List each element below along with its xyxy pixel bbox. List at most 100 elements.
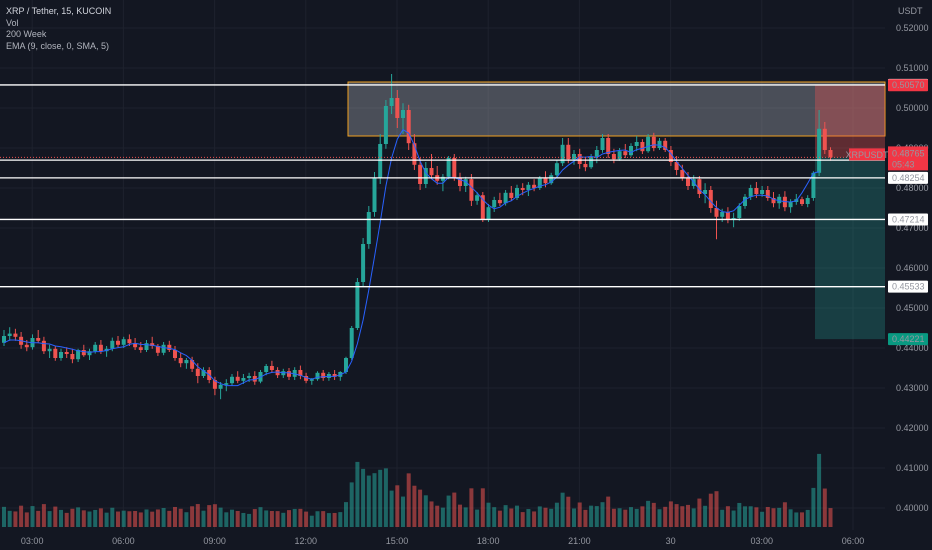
volume-bar bbox=[651, 502, 656, 527]
currency-label: USDT bbox=[898, 6, 923, 16]
y-tick-label: 0.40000 bbox=[896, 503, 929, 513]
candle-body bbox=[440, 176, 445, 181]
volume-bar bbox=[463, 507, 468, 527]
volume-bar bbox=[218, 507, 223, 527]
volume-bar bbox=[155, 509, 160, 527]
volume-bar bbox=[24, 512, 29, 527]
candle-body bbox=[800, 199, 804, 204]
volume-bar bbox=[640, 506, 645, 527]
volume-bar bbox=[822, 488, 827, 527]
candle-body bbox=[554, 163, 559, 176]
candle-body bbox=[697, 179, 702, 194]
volume-bar bbox=[36, 510, 41, 527]
y-tick-label: 0.44000 bbox=[896, 343, 929, 353]
volume-bar bbox=[59, 509, 63, 527]
volume-bar bbox=[19, 505, 24, 527]
volume-bar bbox=[144, 509, 149, 527]
volume-bar bbox=[378, 469, 383, 527]
symbol-title[interactable]: XRP / Tether, 15, KUCOIN bbox=[6, 6, 112, 16]
volume-bar bbox=[737, 502, 742, 527]
volume-bar bbox=[309, 515, 314, 527]
volume-bar bbox=[269, 511, 274, 527]
candle-body bbox=[788, 202, 793, 208]
candle-body bbox=[349, 328, 354, 358]
candle-body bbox=[725, 212, 730, 220]
stop-tag: 0.50570 bbox=[892, 80, 925, 90]
level-tag: 0.48254 bbox=[892, 173, 925, 183]
volume-bar bbox=[366, 475, 371, 527]
volume-bar bbox=[611, 508, 616, 527]
grid-lines bbox=[0, 0, 885, 530]
candle-body bbox=[401, 110, 405, 118]
candle-body bbox=[59, 352, 63, 358]
volume-bar bbox=[725, 506, 730, 527]
volume-bar bbox=[258, 507, 263, 527]
volume-bar bbox=[30, 506, 35, 527]
volume-bar bbox=[600, 502, 605, 527]
volume-bar bbox=[754, 507, 759, 527]
candle-body bbox=[275, 370, 280, 376]
candle-body bbox=[703, 190, 708, 194]
candle-body bbox=[572, 154, 576, 160]
drawn-zones bbox=[347, 81, 886, 340]
volume-bar bbox=[401, 496, 405, 527]
volume-bar bbox=[532, 511, 537, 527]
indicator-vol[interactable]: Vol bbox=[6, 17, 19, 28]
volume-bar bbox=[201, 510, 206, 527]
volume-bar bbox=[492, 507, 497, 527]
volume-bar bbox=[81, 510, 86, 527]
candle-body bbox=[668, 150, 673, 162]
volume-bar bbox=[475, 509, 480, 527]
volume-bar bbox=[686, 504, 690, 527]
volume-bar bbox=[241, 512, 246, 527]
candle-body bbox=[429, 168, 434, 176]
volume-bar bbox=[406, 473, 411, 527]
indicator-200-week[interactable]: 200 Week bbox=[6, 29, 47, 39]
volume-bar bbox=[332, 512, 337, 527]
volume-bar bbox=[315, 511, 320, 527]
countdown-tag: 05:43 bbox=[892, 159, 915, 169]
volume-bar bbox=[338, 512, 343, 527]
candle-body bbox=[486, 207, 491, 220]
indicator-ema[interactable]: EMA (9, close, 0, SMA, 5) bbox=[6, 40, 110, 51]
volume-bar bbox=[275, 511, 280, 527]
candle-body bbox=[344, 358, 348, 372]
candle-body bbox=[458, 178, 462, 186]
candle-body bbox=[184, 360, 189, 364]
candle-body bbox=[714, 208, 719, 217]
y-tick-label: 0.45000 bbox=[896, 303, 929, 313]
candle-body bbox=[492, 200, 497, 208]
volume-bar bbox=[566, 496, 571, 527]
volume-bar bbox=[110, 507, 115, 527]
candle-body bbox=[309, 379, 314, 381]
volume-bar bbox=[606, 496, 611, 527]
x-tick-label: 06:00 bbox=[842, 536, 865, 546]
volume-bar bbox=[224, 512, 229, 527]
volume-bar bbox=[537, 506, 542, 527]
volume-bar bbox=[583, 509, 588, 527]
candle-body bbox=[287, 371, 291, 377]
candle-body bbox=[361, 244, 366, 282]
volume-bar bbox=[760, 511, 765, 527]
y-tick-label: 0.47000 bbox=[896, 223, 929, 233]
volume-bar bbox=[389, 490, 394, 527]
volume-bar bbox=[634, 508, 639, 527]
candle-body bbox=[651, 136, 656, 148]
candle-body bbox=[389, 98, 394, 106]
supply-zone-box bbox=[347, 81, 886, 137]
volume-bar bbox=[520, 512, 525, 527]
volume-bar bbox=[731, 510, 736, 527]
x-tick-label: 12:00 bbox=[295, 536, 318, 546]
volume-bar bbox=[469, 488, 474, 527]
candle-body bbox=[646, 136, 651, 152]
volume-bar bbox=[458, 504, 462, 527]
horizontal-levels bbox=[0, 84, 885, 288]
candle-body bbox=[218, 384, 223, 389]
volume-bar bbox=[680, 506, 685, 527]
time-axis[interactable]: 03:00 06:00 09:00 12:00 15:00 18:00 21:00 30 03:… bbox=[21, 536, 932, 546]
volume-bar bbox=[184, 512, 189, 527]
candle-body bbox=[634, 142, 639, 146]
volume-bar bbox=[167, 510, 172, 527]
volume-bar bbox=[133, 511, 138, 527]
